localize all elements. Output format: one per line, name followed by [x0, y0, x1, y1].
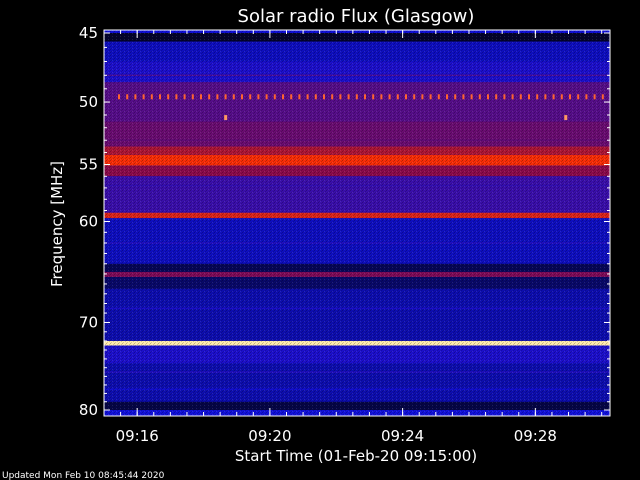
- interference-dot: [536, 94, 539, 100]
- updated-timestamp: Updated Mon Feb 10 08:45:44 2020: [2, 471, 165, 480]
- interference-dot: [314, 94, 317, 100]
- y-tick-label: 70: [79, 314, 98, 332]
- interference-dot: [339, 94, 342, 100]
- interference-dot: [257, 94, 260, 100]
- interference-dot: [249, 94, 252, 100]
- burst-spot: [224, 115, 228, 121]
- interference-dot: [282, 94, 284, 100]
- interference-dot: [241, 94, 243, 100]
- interference-dot: [446, 94, 448, 100]
- interference-dot: [421, 94, 424, 100]
- y-tick-label: 50: [79, 93, 98, 111]
- plot-area: [104, 30, 610, 416]
- chart-title: Solar radio Flux (Glasgow): [238, 6, 475, 27]
- interference-dot: [380, 94, 383, 100]
- y-axis-title: Frequency [MHz]: [48, 161, 66, 287]
- interference-dot: [200, 94, 202, 100]
- interference-dot: [355, 94, 358, 100]
- interference-dot: [519, 94, 522, 100]
- y-tick-label: 80: [79, 401, 98, 419]
- interference-dot: [191, 94, 194, 100]
- burst-spot: [564, 115, 568, 121]
- interference-dot: [372, 94, 375, 100]
- noise-texture: [104, 30, 610, 416]
- interference-dot: [511, 94, 514, 100]
- interference-dot: [437, 94, 440, 100]
- interference-dot: [544, 94, 547, 100]
- x-tick-label: 09:28: [514, 427, 557, 445]
- interference-dot: [167, 94, 170, 100]
- x-tick-label: 09:20: [248, 427, 291, 445]
- x-tick-label: 09:24: [381, 427, 424, 445]
- interference-dot: [159, 94, 161, 100]
- interference-dot: [470, 94, 473, 100]
- interference-dot: [405, 94, 407, 100]
- interference-dot: [552, 94, 555, 100]
- interference-dot: [183, 94, 186, 100]
- interference-dot: [331, 94, 334, 100]
- x-axis-title: Start Time (01-Feb-20 09:15:00): [235, 447, 477, 465]
- interference-dot: [224, 94, 227, 100]
- interference-dot: [503, 94, 506, 100]
- interference-dot: [585, 94, 588, 100]
- interference-dot: [118, 94, 120, 100]
- interference-dot: [478, 94, 481, 100]
- interference-dot: [388, 94, 391, 100]
- x-tick-label: 09:16: [116, 427, 159, 445]
- interference-dot: [364, 94, 366, 100]
- interference-dot: [323, 94, 325, 100]
- interference-dot: [347, 94, 350, 100]
- interference-dot: [396, 94, 399, 100]
- interference-dot: [150, 94, 153, 100]
- interference-dot: [290, 94, 293, 100]
- interference-dot: [487, 94, 489, 100]
- interference-dot: [454, 94, 457, 100]
- y-tick-label: 55: [79, 155, 98, 173]
- x-axis: 09:16 09:20 09:24 09:28: [103, 30, 603, 445]
- interference-dot: [593, 94, 596, 100]
- interference-dot: [216, 94, 219, 100]
- interference-dot: [175, 94, 178, 100]
- y-tick-label: 45: [79, 24, 98, 42]
- interference-dot: [413, 94, 416, 100]
- interference-dot: [232, 94, 235, 100]
- y-axis: 45 50 55 60 70 80: [79, 24, 610, 419]
- interference-dot: [306, 94, 309, 100]
- interference-dot: [208, 94, 211, 100]
- interference-dot: [134, 94, 137, 100]
- interference-dot: [569, 94, 571, 100]
- interference-dot: [577, 94, 580, 100]
- interference-dot: [560, 94, 563, 100]
- plot-frame: [103, 29, 611, 417]
- interference-dot: [126, 94, 129, 100]
- interference-dot: [265, 94, 268, 100]
- interference-dot: [142, 94, 145, 100]
- interference-dot: [462, 94, 465, 100]
- y-tick-label: 60: [79, 213, 98, 231]
- interference-dot: [528, 94, 530, 100]
- interference-dot: [601, 94, 604, 100]
- interference-dot: [298, 94, 301, 100]
- interference-dot: [273, 94, 276, 100]
- interference-dot: [429, 94, 432, 100]
- interference-dot: [495, 94, 498, 100]
